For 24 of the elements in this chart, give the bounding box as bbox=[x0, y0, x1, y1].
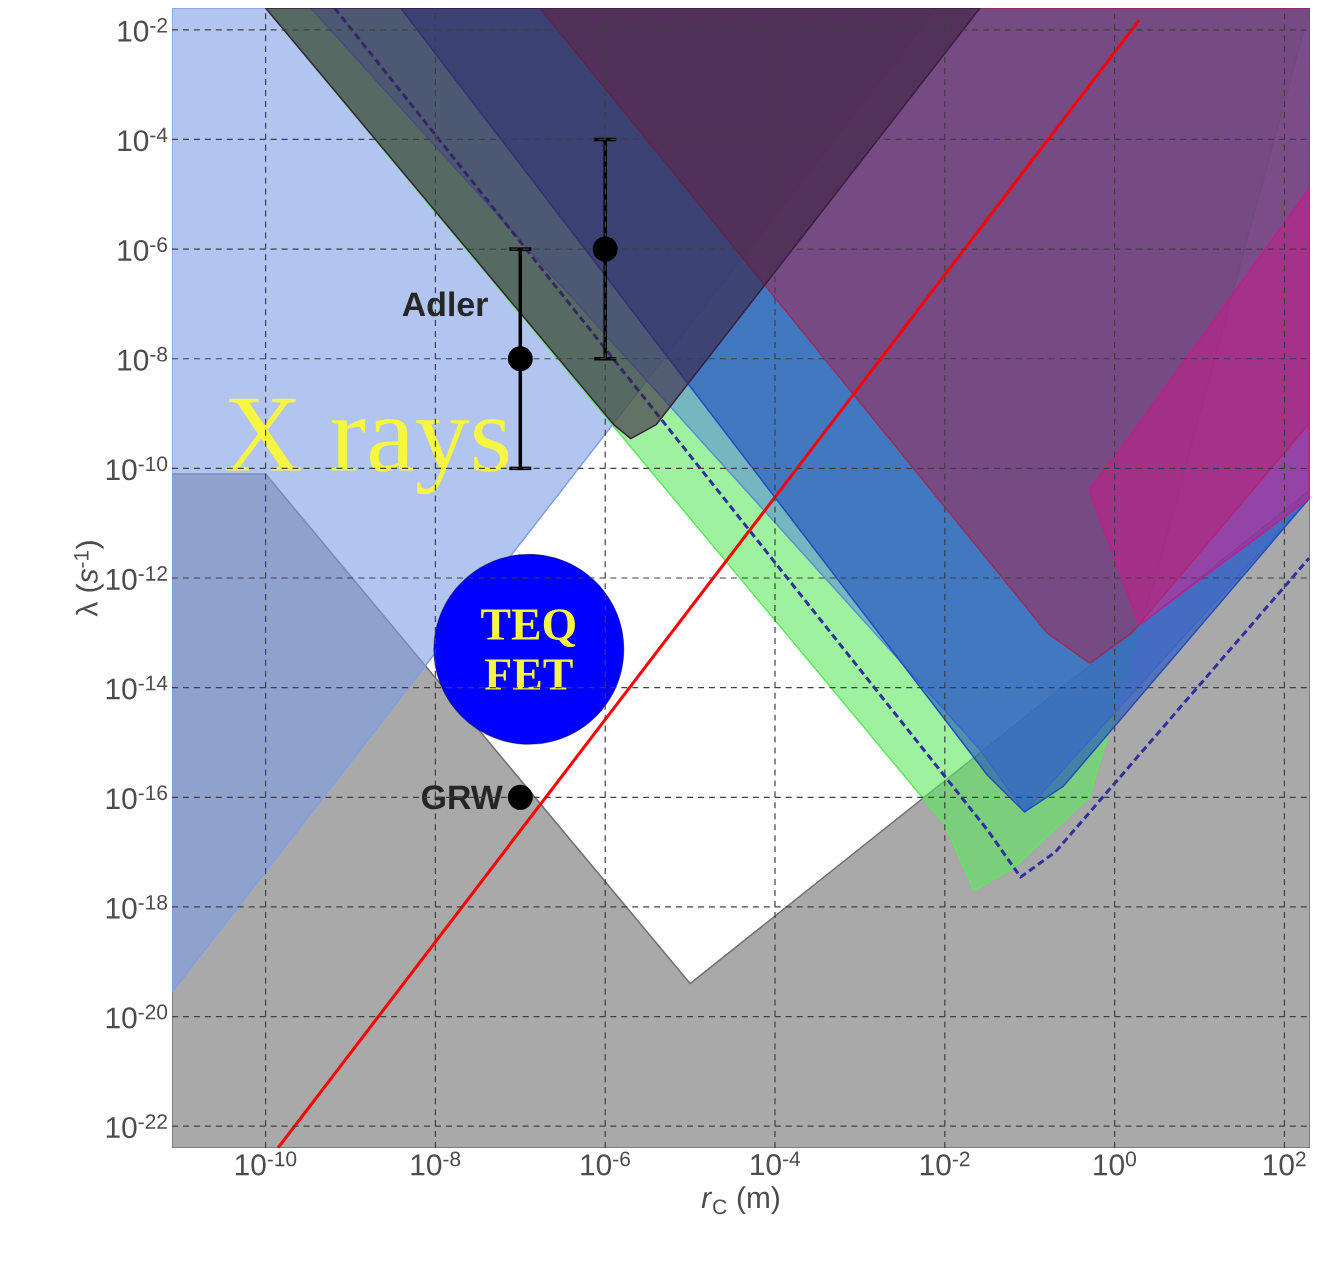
x-tick-label: 10$^{-10}$ bbox=[235, 1151, 297, 1176]
x-tick-label: 10$^{-6}$ bbox=[581, 1151, 630, 1176]
y-tick-label: 10$^{-18}$ bbox=[106, 894, 168, 919]
y-tick-label: 10$^{-2}$ bbox=[118, 17, 167, 42]
y-axis-title: λ (s$^{-1}$) bbox=[74, 541, 104, 617]
y-tick-label: 10$^{-10}$ bbox=[106, 456, 168, 481]
annotation: Adler bbox=[402, 291, 488, 317]
y-tick-label: 10$^{-8}$ bbox=[118, 346, 168, 371]
y-tick-label: 10$^{-14}$ bbox=[106, 675, 168, 700]
y-tick-label: 10$^{-12}$ bbox=[106, 566, 167, 590]
y-tick-label: 10$^{-20}$ bbox=[106, 1004, 168, 1029]
x-tick-label: 10$^{-8}$ bbox=[411, 1151, 461, 1176]
annotation: TEQ FET bbox=[481, 609, 576, 690]
x-axis-title: r$_{C}$ (m) bbox=[701, 1186, 779, 1215]
x-tick-label: 10$^{0}$ bbox=[1094, 1151, 1136, 1176]
y-tick-label: 10$^{-6}$ bbox=[118, 237, 168, 262]
annotation: GRW bbox=[422, 785, 503, 810]
x-tick-label: 10$^{-4}$ bbox=[751, 1151, 801, 1176]
annotation: X rays bbox=[225, 398, 509, 495]
y-tick-label: 10$^{-16}$ bbox=[106, 785, 168, 810]
y-tick-label: 10$^{-22}$ bbox=[106, 1114, 167, 1139]
x-tick-label: 10$^{2}$ bbox=[1264, 1151, 1306, 1176]
x-tick-label: 10$^{-2}$ bbox=[920, 1151, 970, 1176]
y-tick-label: 10$^{-4}$ bbox=[118, 127, 168, 152]
